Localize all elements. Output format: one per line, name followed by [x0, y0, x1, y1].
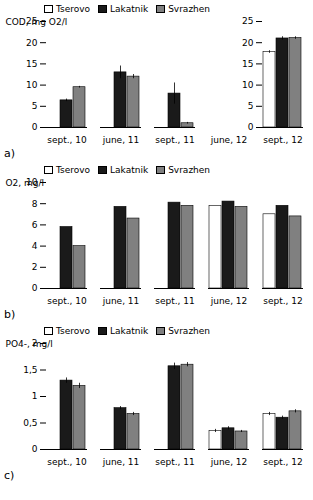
html-text:Svrazhen: Svrazhen [168, 164, 211, 175]
svg-text:sept., 12: sept., 12 [263, 296, 303, 306]
html-text:Tserovo: Tserovo [56, 164, 91, 175]
svg-text:6: 6 [32, 220, 38, 230]
svg-text:15: 15 [26, 59, 37, 69]
svg-text:O2, mg/l: O2, mg/l [6, 178, 45, 188]
html-text:Lakatnik: Lakatnik [110, 325, 149, 336]
svg-text:0: 0 [32, 283, 38, 293]
svg-text:10: 10 [242, 80, 254, 90]
html-text:Lakatnik: Lakatnik [110, 164, 149, 175]
svg-text:sept., 10: sept., 10 [47, 296, 87, 306]
svg-text:5: 5 [32, 101, 38, 111]
html-text:Lakatnik: Lakatnik [110, 3, 149, 14]
svg-text:1: 1 [32, 391, 38, 401]
svg-text:0: 0 [248, 122, 254, 132]
svg-text:june, 12: june, 12 [210, 296, 248, 306]
svg-text:0,5: 0,5 [23, 418, 37, 428]
svg-text:PO4-, mg/l: PO4-, mg/l [6, 339, 53, 349]
svg-text:25: 25 [242, 16, 253, 26]
svg-text:june, 12: june, 12 [210, 135, 248, 145]
svg-text:sept., 12: sept., 12 [263, 135, 303, 145]
svg-text:june, 12: june, 12 [210, 457, 248, 467]
svg-text:sept., 10: sept., 10 [47, 457, 87, 467]
svg-text:10: 10 [26, 80, 38, 90]
svg-text:4: 4 [32, 241, 38, 251]
svg-text:june, 11: june, 11 [102, 457, 140, 467]
svg-text:8: 8 [32, 199, 38, 209]
svg-text:june, 11: june, 11 [102, 296, 140, 306]
html-text:a): a) [4, 147, 15, 160]
svg-text:0: 0 [32, 444, 38, 454]
html-text:Tserovo: Tserovo [56, 325, 91, 336]
svg-text:20: 20 [242, 38, 254, 48]
html-text:Svrazhen: Svrazhen [168, 3, 211, 14]
svg-text:2: 2 [32, 262, 38, 272]
html-text:Tserovo: Tserovo [56, 3, 91, 14]
svg-text:sept., 11: sept., 11 [155, 135, 195, 145]
svg-text:sept., 11: sept., 11 [155, 296, 195, 306]
svg-text:june, 11: june, 11 [102, 135, 140, 145]
svg-text:15: 15 [242, 59, 253, 69]
svg-text:20: 20 [26, 38, 38, 48]
svg-text:sept., 11: sept., 11 [155, 457, 195, 467]
svg-text:1,5: 1,5 [23, 365, 37, 375]
svg-text:sept., 10: sept., 10 [47, 135, 87, 145]
svg-text:sept., 12: sept., 12 [263, 457, 303, 467]
svg-text:0: 0 [32, 122, 38, 132]
html-text:c): c) [4, 469, 15, 482]
html-text:b): b) [4, 308, 16, 321]
svg-text:5: 5 [248, 101, 254, 111]
svg-text:COD, mg O2/l: COD, mg O2/l [6, 17, 68, 27]
html-text:Svrazhen: Svrazhen [168, 325, 211, 336]
